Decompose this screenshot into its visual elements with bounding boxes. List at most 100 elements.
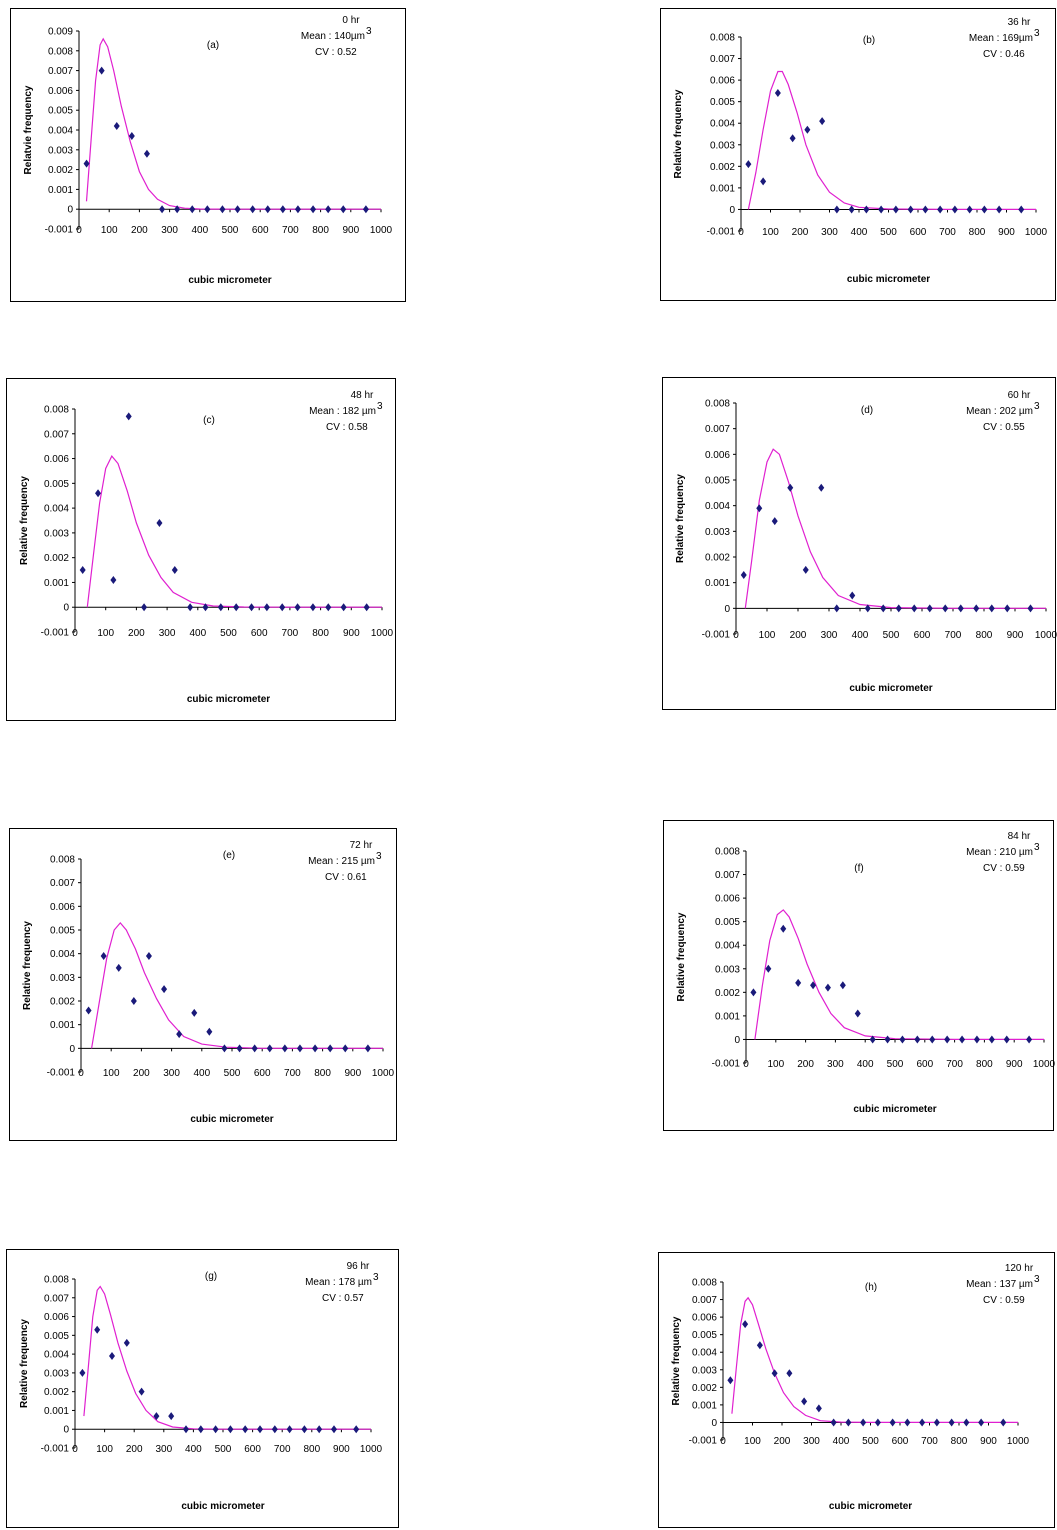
data-point [926, 604, 933, 613]
panel-label: (c) [203, 415, 215, 426]
x-tick-label: 800 [969, 227, 986, 238]
data-point [878, 205, 885, 214]
data-point [771, 517, 778, 526]
y-tick-label: 0.004 [50, 949, 75, 960]
mean-unit-exponent: 3 [376, 851, 382, 862]
panel-label: (f) [854, 863, 863, 874]
x-tick-label: 1000 [1033, 1059, 1056, 1070]
panel-label: (e) [223, 850, 235, 861]
y-tick-label: -0.001 [47, 1068, 76, 1079]
x-tick-label: 300 [155, 1444, 172, 1455]
y-tick-label: 0 [734, 1035, 740, 1046]
x-axis-label: cubic micrometer [829, 1501, 912, 1512]
fitted-curve [731, 1296, 1018, 1423]
data-point [206, 1027, 213, 1036]
x-tick-label: 800 [312, 225, 329, 236]
x-tick-label: 400 [185, 1444, 202, 1455]
data-point [911, 604, 918, 613]
x-tick-label: 200 [128, 628, 145, 639]
data-point [325, 205, 332, 214]
data-point [125, 412, 132, 421]
y-tick-label: 0.008 [44, 405, 69, 416]
data-point [109, 1351, 115, 1360]
data-point [907, 205, 914, 214]
data-point [780, 924, 787, 933]
x-tick-label: 100 [762, 227, 779, 238]
data-point [839, 981, 846, 990]
data-point [191, 1008, 198, 1017]
data-point [756, 504, 763, 513]
cv-annotation: CV : 0.59 [983, 1295, 1025, 1306]
y-tick-label: 0 [729, 205, 735, 216]
data-point [786, 1369, 793, 1378]
mean-value: Mean : 137 [966, 1279, 1019, 1290]
x-tick-label: 900 [998, 227, 1015, 238]
data-point [113, 122, 120, 131]
y-tick-label: 0.001 [50, 1020, 75, 1031]
data-point [281, 1044, 288, 1053]
x-tick-label: 600 [251, 628, 268, 639]
data-point [79, 1368, 86, 1377]
x-tick-label: 800 [312, 628, 329, 639]
data-point [973, 604, 980, 613]
y-tick-label: 0.006 [692, 1313, 717, 1324]
data-point [301, 1425, 308, 1434]
data-point [849, 591, 856, 600]
y-tick-label: 0.005 [715, 917, 740, 928]
y-tick-label: 0.004 [710, 119, 735, 130]
mean-unit: µm [1019, 33, 1033, 44]
x-tick-label: 800 [976, 630, 993, 641]
x-tick-label: 400 [852, 630, 869, 641]
y-tick-label: 0.007 [44, 1293, 69, 1304]
data-point [804, 125, 811, 134]
y-tick-label: 0.008 [50, 855, 75, 866]
data-point [833, 604, 840, 613]
data-point [760, 177, 767, 186]
x-tick-label: 200 [131, 225, 148, 236]
x-tick-label: 0 [733, 630, 739, 641]
data-point [854, 1009, 861, 1018]
data-point [833, 205, 840, 214]
data-point [787, 483, 794, 492]
data-point [880, 604, 887, 613]
x-tick-label: 500 [224, 1068, 241, 1079]
data-point [327, 1044, 334, 1053]
data-point [145, 952, 152, 961]
data-point [94, 1325, 101, 1334]
y-tick-label: 0 [67, 205, 73, 216]
mean-unit-exponent: 3 [1034, 28, 1040, 39]
x-tick-label: 300 [159, 628, 176, 639]
x-tick-label: 800 [314, 1068, 331, 1079]
y-tick-label: 0.006 [48, 86, 73, 97]
y-tick-label: 0.008 [715, 847, 740, 858]
time-annotation: 72 hr [350, 840, 373, 851]
mean-unit: µm [1019, 406, 1033, 417]
y-tick-label: -0.001 [702, 630, 731, 641]
x-tick-label: 700 [282, 628, 299, 639]
cv-annotation: CV : 0.57 [322, 1293, 364, 1304]
mean-unit: µm [362, 406, 376, 417]
y-tick-label: 0.007 [48, 66, 73, 77]
x-tick-label: 400 [833, 1436, 850, 1447]
chart-panel-e: -0.001 0 0.001 0.002 0.003 0.004 0.005 0.006 0.0… [9, 828, 397, 1141]
x-tick-label: 700 [284, 1068, 301, 1079]
x-tick-label: 600 [252, 225, 269, 236]
time-annotation: 120 hr [1005, 1263, 1034, 1274]
data-point [966, 205, 973, 214]
data-point [802, 565, 809, 574]
data-point [264, 205, 271, 214]
y-tick-label: 0.004 [705, 501, 730, 512]
x-tick-label: 300 [163, 1068, 180, 1079]
fitted-curve [754, 909, 1044, 1040]
data-point [363, 603, 370, 612]
data-point [860, 1418, 867, 1427]
x-tick-label: 0 [738, 227, 744, 238]
data-point [750, 988, 757, 997]
y-tick-label: 0 [69, 1044, 75, 1055]
cv-annotation: CV : 0.58 [326, 422, 368, 433]
y-tick-label: -0.001 [712, 1059, 741, 1070]
panel-label: (h) [865, 1282, 877, 1293]
mean-annotation: Mean : 140µm [301, 31, 365, 42]
data-point [212, 1425, 219, 1434]
data-point [801, 1397, 808, 1406]
